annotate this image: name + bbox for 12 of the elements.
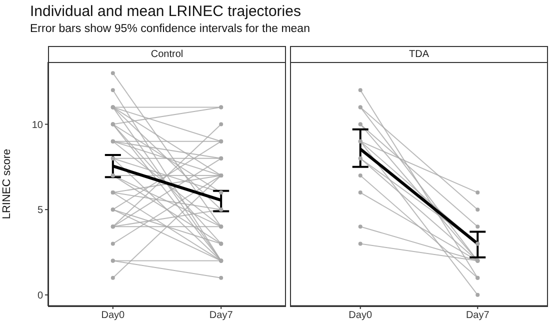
y-tick-label: 10 (32, 120, 44, 131)
x-tick-label: Day7 (209, 310, 234, 322)
x-tick-label: Day0 (101, 310, 126, 322)
x-tick-label: Day0 (348, 310, 372, 322)
y-tick-label: 0 (37, 290, 44, 302)
y-tick-label: 5 (37, 205, 44, 216)
chart-subtitle: Error bars show 95% confidence intervals for the mean (30, 23, 310, 35)
y-axis-title: LRINEC score (0, 148, 13, 220)
text: Control (48, 46, 286, 63)
chart-title: Individual and mean LRINEC trajectories (30, 3, 301, 20)
x-tick-label: Day7 (466, 310, 490, 322)
text: TDA (290, 46, 548, 63)
